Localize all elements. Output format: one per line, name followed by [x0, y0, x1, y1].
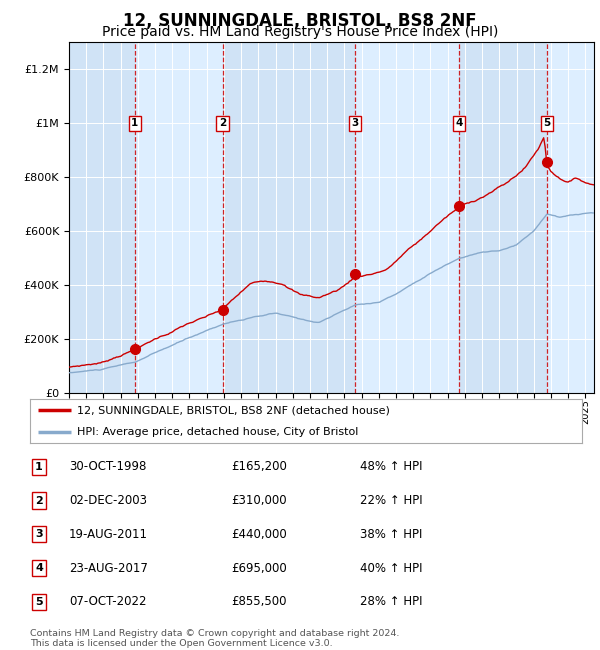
- Text: 4: 4: [455, 118, 463, 128]
- Text: Contains HM Land Registry data © Crown copyright and database right 2024.
This d: Contains HM Land Registry data © Crown c…: [30, 629, 400, 648]
- Text: HPI: Average price, detached house, City of Bristol: HPI: Average price, detached house, City…: [77, 427, 358, 437]
- Bar: [355, 42, 459, 393]
- Text: 40% ↑ HPI: 40% ↑ HPI: [360, 562, 422, 575]
- Text: 3: 3: [352, 118, 359, 128]
- Bar: [69, 42, 135, 393]
- Text: 22% ↑ HPI: 22% ↑ HPI: [360, 494, 422, 507]
- Text: 30-OCT-1998: 30-OCT-1998: [69, 460, 146, 473]
- Bar: [459, 42, 547, 393]
- Text: £310,000: £310,000: [231, 494, 287, 507]
- Text: 48% ↑ HPI: 48% ↑ HPI: [360, 460, 422, 473]
- Text: 28% ↑ HPI: 28% ↑ HPI: [360, 595, 422, 608]
- Text: 19-AUG-2011: 19-AUG-2011: [69, 528, 148, 541]
- Text: £695,000: £695,000: [231, 562, 287, 575]
- Text: £855,500: £855,500: [231, 595, 287, 608]
- Text: 12, SUNNINGDALE, BRISTOL, BS8 2NF: 12, SUNNINGDALE, BRISTOL, BS8 2NF: [123, 12, 477, 30]
- Text: £440,000: £440,000: [231, 528, 287, 541]
- Text: Price paid vs. HM Land Registry's House Price Index (HPI): Price paid vs. HM Land Registry's House …: [102, 25, 498, 39]
- Text: 1: 1: [35, 462, 43, 472]
- Text: 38% ↑ HPI: 38% ↑ HPI: [360, 528, 422, 541]
- Text: 4: 4: [35, 563, 43, 573]
- Text: 3: 3: [35, 529, 43, 539]
- Text: 23-AUG-2017: 23-AUG-2017: [69, 562, 148, 575]
- Bar: [547, 42, 594, 393]
- Bar: [135, 42, 223, 393]
- Text: 2: 2: [219, 118, 226, 128]
- Text: 5: 5: [544, 118, 551, 128]
- Text: 2: 2: [35, 495, 43, 506]
- Text: 5: 5: [35, 597, 43, 607]
- Text: 07-OCT-2022: 07-OCT-2022: [69, 595, 146, 608]
- Text: 1: 1: [131, 118, 139, 128]
- Text: 12, SUNNINGDALE, BRISTOL, BS8 2NF (detached house): 12, SUNNINGDALE, BRISTOL, BS8 2NF (detac…: [77, 405, 390, 415]
- Text: £165,200: £165,200: [231, 460, 287, 473]
- Text: 02-DEC-2003: 02-DEC-2003: [69, 494, 147, 507]
- Bar: [223, 42, 355, 393]
